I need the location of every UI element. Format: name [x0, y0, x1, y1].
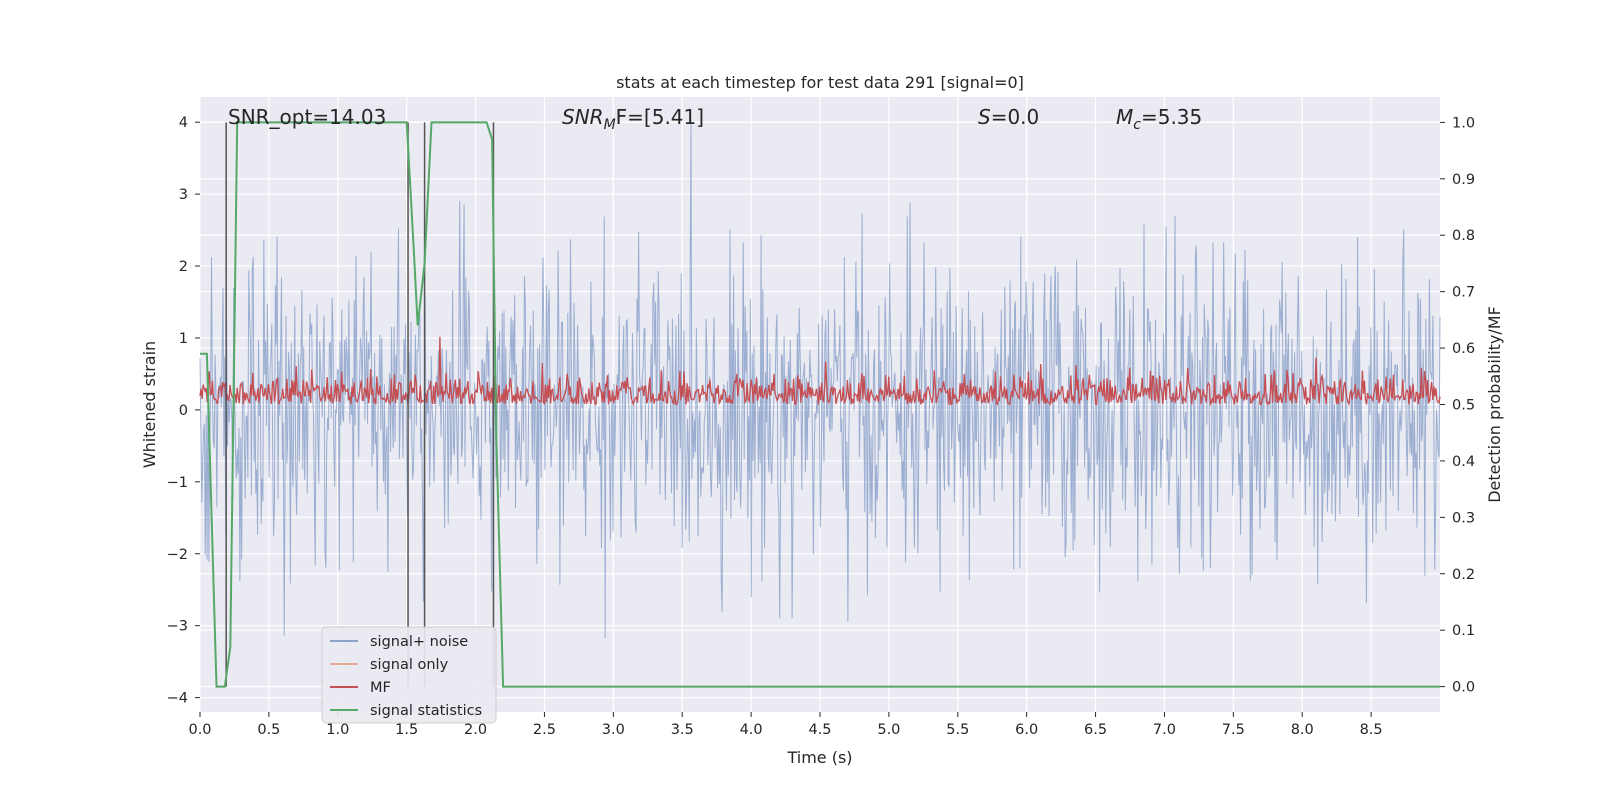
x-tick-label: 0.0	[188, 722, 211, 738]
y-right-tick-label: 0.9	[1452, 172, 1475, 188]
chart-title: stats at each timestep for test data 291…	[616, 73, 1024, 92]
x-tick-label: 7.5	[1222, 722, 1245, 738]
x-tick-label: 3.5	[671, 722, 694, 738]
annotation-mc: Mc=5.35	[1116, 105, 1202, 133]
x-tick-label: 2.0	[464, 722, 487, 738]
x-axis-label: Time (s)	[786, 748, 852, 767]
x-tick-label: 4.5	[808, 722, 831, 738]
y-tick-label: 4	[179, 115, 188, 131]
y-right-tick-label: 0.0	[1452, 680, 1475, 696]
y-right-tick-label: 1.0	[1452, 115, 1475, 131]
y-right-tick-label: 0.6	[1452, 341, 1475, 357]
x-tick-label: 0.5	[257, 722, 280, 738]
y-tick-label: −3	[167, 619, 188, 635]
x-tick-label: 2.5	[533, 722, 556, 738]
legend-box	[321, 626, 497, 724]
legend-label: MF	[370, 680, 391, 696]
y-tick-label: 0	[179, 403, 188, 419]
y-right-tick-label: 0.4	[1452, 454, 1475, 470]
y-tick-label: 3	[179, 187, 188, 203]
annotation-snr-mf: SNRMF=[5.41]	[562, 105, 704, 133]
annotation-snr-mf-italic: SNR	[562, 105, 604, 129]
x-tick-label: 5.0	[877, 722, 900, 738]
x-tick-label: 6.0	[1015, 722, 1038, 738]
annotation-snr-mf-sub: M	[604, 117, 616, 133]
x-tick-label: 8.0	[1291, 722, 1314, 738]
legend-label: signal statistics	[370, 703, 482, 719]
y-right-tick-label: 0.7	[1452, 285, 1475, 301]
x-tick-label: 1.5	[395, 722, 418, 738]
y-tick-label: −4	[167, 691, 188, 707]
y-axis-label-right: Detection probability/MF	[1485, 306, 1504, 503]
legend-label: signal only	[370, 657, 449, 673]
y-right-tick-label: 0.5	[1452, 398, 1475, 414]
y-tick-label: 2	[179, 259, 188, 275]
annotation-mc-sub: c	[1133, 117, 1141, 133]
x-tick-label: 1.0	[326, 722, 349, 738]
x-tick-label: 3.0	[602, 722, 625, 738]
y-tick-label: −1	[167, 475, 188, 491]
x-tick-label: 4.0	[740, 722, 763, 738]
annotation-mc-italic: M	[1116, 105, 1133, 129]
series-signal-statistics-line	[200, 121, 1440, 688]
y-right-tick-label: 0.2	[1452, 567, 1475, 583]
annotation-s-rest: =0.0	[991, 105, 1040, 129]
annotation-s: S=0.0	[978, 105, 1039, 129]
y-right-tick-label: 0.1	[1452, 623, 1475, 639]
x-tick-label: 6.5	[1084, 722, 1107, 738]
x-tick-label: 8.5	[1360, 722, 1383, 738]
series-signal-plus-noise-line	[199, 122, 1441, 639]
y-right-tick-label: 0.8	[1452, 228, 1475, 244]
legend-label: signal+ noise	[370, 634, 468, 650]
annotation-snr-opt: SNR_opt=14.03	[228, 105, 386, 129]
series-mf-line	[199, 336, 1441, 407]
y-axis-label: Whitened strain	[140, 341, 159, 468]
y-tick-label: 1	[179, 331, 188, 347]
x-tick-label: 7.0	[1153, 722, 1176, 738]
y-tick-label: −2	[167, 547, 188, 563]
y-right-tick-label: 0.3	[1452, 510, 1475, 526]
annotation-s-italic: S	[978, 105, 991, 129]
annotation-snr-mf-rest: F=[5.41]	[616, 105, 704, 129]
x-tick-label: 5.5	[946, 722, 969, 738]
annotation-mc-rest: =5.35	[1141, 105, 1202, 129]
